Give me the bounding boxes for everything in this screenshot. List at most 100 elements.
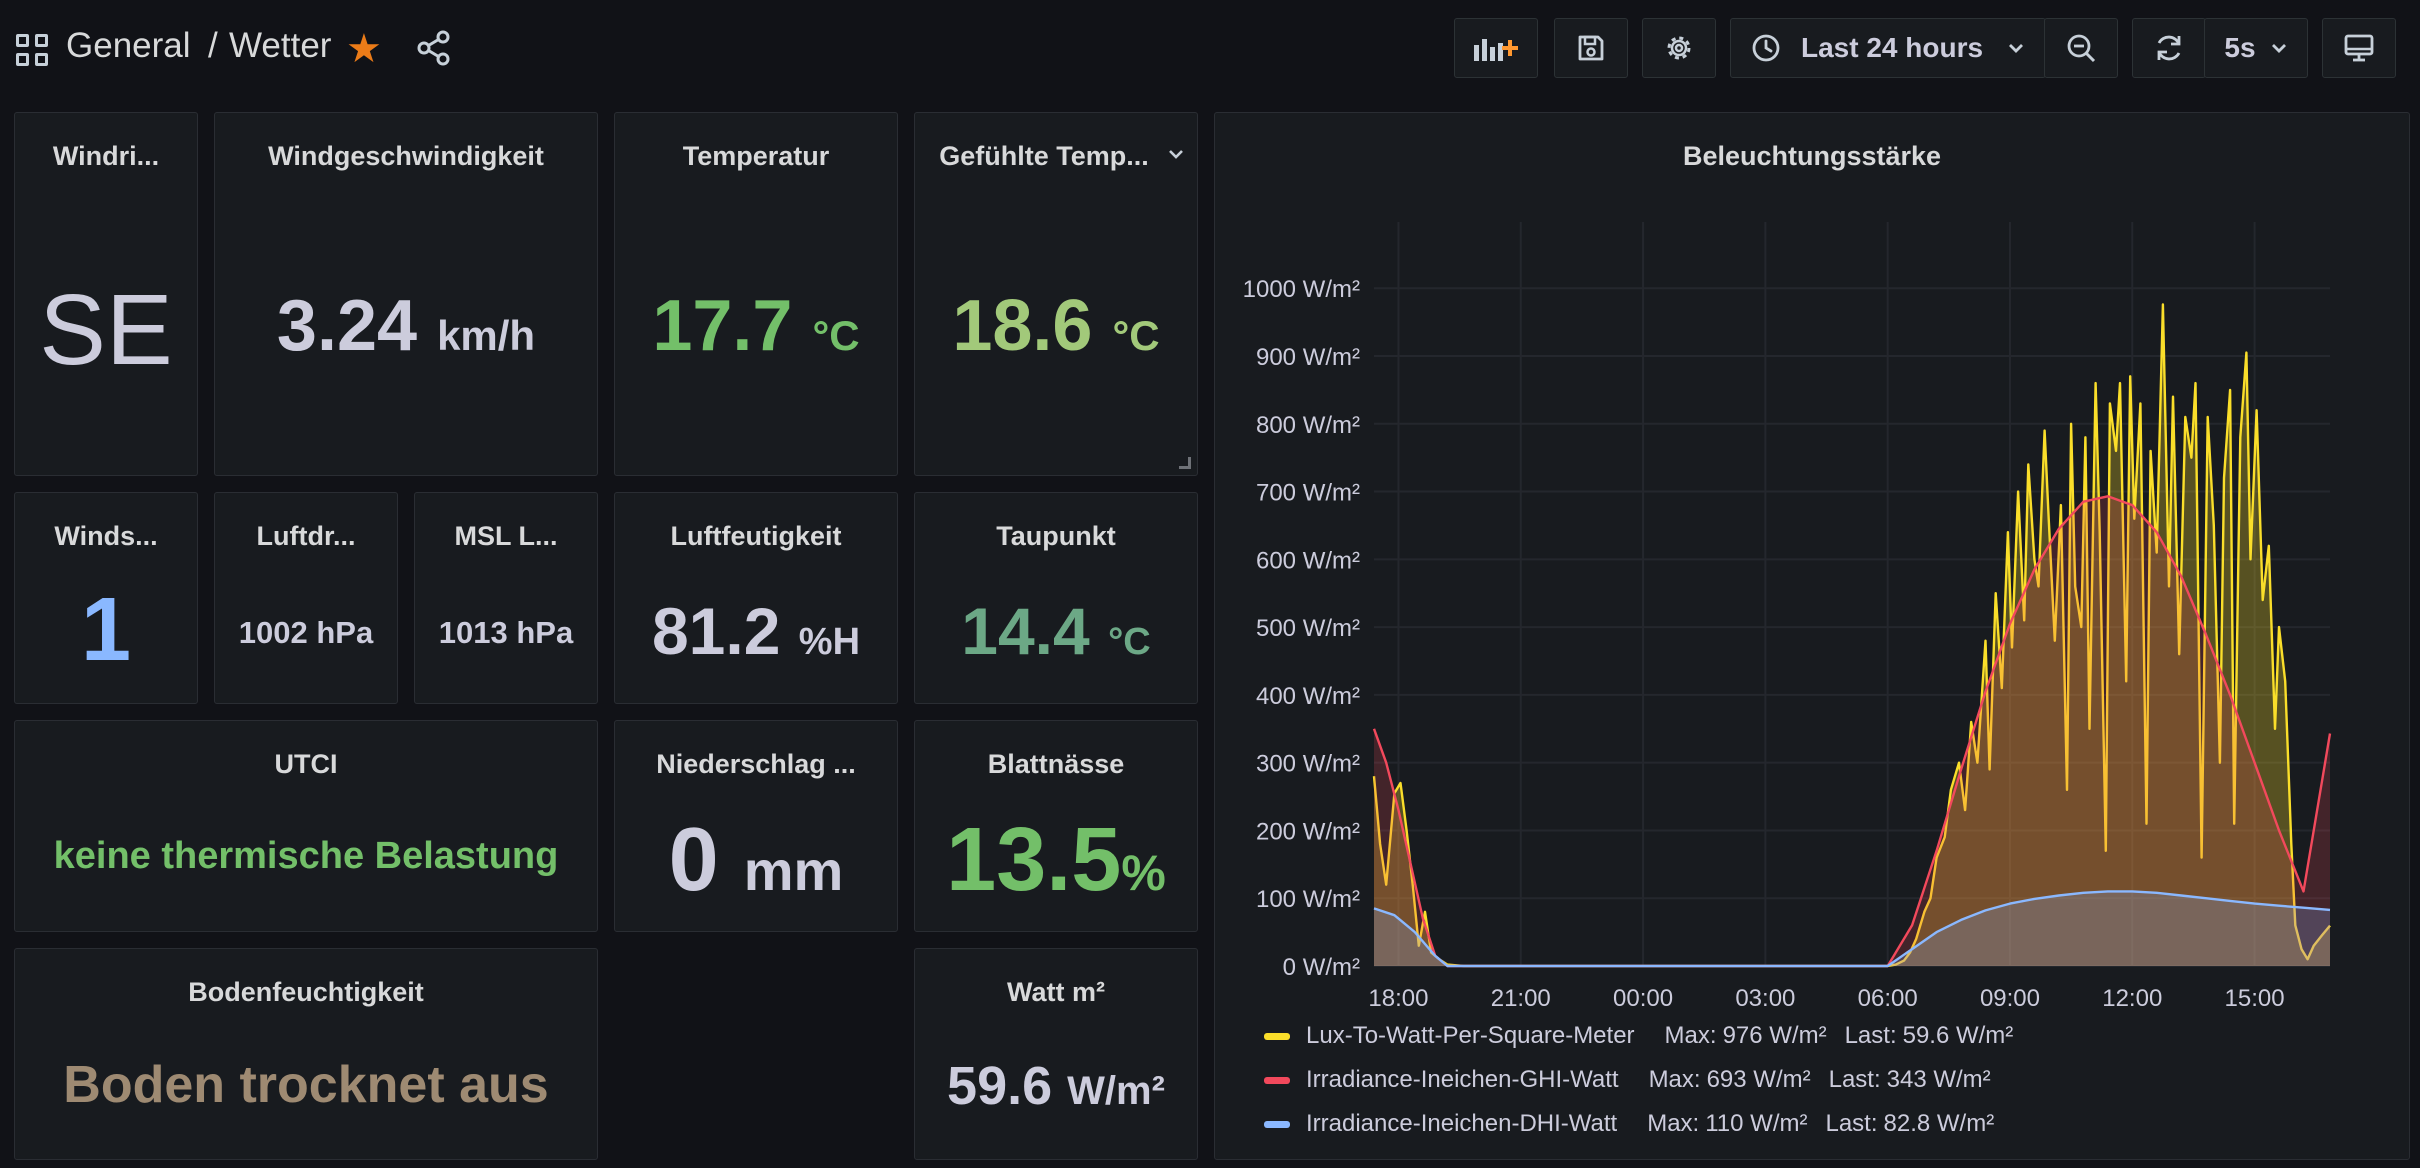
apps-grid-icon[interactable] — [16, 34, 48, 66]
y-tick-label: 500 W/m² — [1256, 615, 1360, 642]
chevron-down-icon — [2271, 44, 2286, 53]
stat-value: 13.5 — [946, 810, 1122, 910]
y-tick-label: 800 W/m² — [1256, 412, 1360, 439]
panel-utci[interactable]: UTCI keine thermische Belastung — [14, 720, 598, 932]
panel-windgeschwindigkeit[interactable]: Windgeschwindigkeit 3.24 km/h — [214, 112, 598, 476]
y-tick-label: 200 W/m² — [1256, 818, 1360, 845]
panel-temperatur[interactable]: Temperatur 17.7 °C — [614, 112, 898, 476]
time-series-chart[interactable]: 0 W/m² 100 W/m² 200 W/m² 300 W/m² 400 W/m² 50… — [1214, 112, 2410, 1160]
legend-last-value: 343 W/m² — [1886, 1066, 1991, 1093]
legend-max-label: Max: — [1647, 1110, 1700, 1137]
panel-luftdruck[interactable]: Luftdr... 1002 hPa — [214, 492, 398, 704]
legend-last-label: Last: — [1825, 1110, 1878, 1137]
legend-swatch — [1264, 1076, 1290, 1084]
legend-item-ghi[interactable]: Irradiance-Ineichen-GHI-Watt Max: 693 W/m… — [1264, 1063, 2009, 1097]
stat-value: Boden trocknet aus — [63, 1056, 549, 1114]
stat-unit: °C — [812, 312, 860, 359]
zoom-out-button[interactable] — [2044, 18, 2118, 78]
add-panel-button[interactable] — [1454, 18, 1538, 78]
share-icon[interactable] — [416, 30, 452, 66]
stat-value: 14.4 — [961, 594, 1090, 668]
stat-value-row: 81.2 %H — [615, 593, 897, 669]
breadcrumb-folder[interactable]: General — [66, 26, 191, 65]
dashboard-settings-button[interactable] — [1642, 18, 1716, 78]
panel-bodenfeuchtigkeit[interactable]: Bodenfeuchtigkeit Boden trocknet aus — [14, 948, 598, 1160]
stat-value-row: 13.5% — [915, 809, 1197, 912]
dashboard-title[interactable]: Wetter — [229, 26, 332, 65]
legend-series-name: Irradiance-Ineichen-GHI-Watt — [1306, 1066, 1619, 1093]
time-range-picker[interactable]: Last 24 hours — [1730, 18, 2046, 78]
panel-gefuehlte-temperatur[interactable]: Gefühlte Temp... 18.6 °C — [914, 112, 1198, 476]
stat-value: 59.6 — [947, 1056, 1053, 1116]
resize-handle[interactable] — [1179, 457, 1191, 469]
y-tick-label: 300 W/m² — [1256, 751, 1360, 778]
panel-title: MSL L... — [454, 521, 558, 551]
refresh-interval-picker[interactable]: 5s — [2204, 18, 2308, 78]
legend-last-value: 82.8 W/m² — [1883, 1110, 1995, 1137]
stat-value: 0 — [668, 810, 719, 910]
series-lux-line — [1372, 303, 2331, 968]
panel-beleuchtungsstaerke[interactable]: Beleuchtungsstärke — [1214, 112, 2410, 1160]
series-lux-area — [1374, 304, 2330, 966]
panel-msl-luftdruck[interactable]: MSL L... 1013 hPa — [414, 492, 598, 704]
stat-value: keine thermische Belastung — [53, 835, 559, 877]
stat-value-row: 0 mm — [615, 809, 897, 912]
legend-max-label: Max: — [1648, 1066, 1701, 1093]
legend-swatch — [1264, 1120, 1290, 1128]
stat-unit: % — [1121, 845, 1166, 901]
series-dhi-line — [1373, 890, 2331, 968]
y-tick-label: 100 W/m² — [1256, 886, 1360, 913]
x-tick-label: 06:00 — [1858, 985, 1918, 1012]
panel-title: Bodenfeuchtigkeit — [188, 977, 424, 1007]
clock-icon — [1752, 34, 1780, 62]
x-tick-label: 03:00 — [1735, 985, 1795, 1012]
stat-value: 17.7 — [652, 286, 793, 366]
legend-max-value: 110 W/m² — [1705, 1110, 1808, 1137]
legend-item-lux[interactable]: Lux-To-Watt-Per-Square-Meter Max: 976 W/m… — [1264, 1019, 2031, 1053]
panel-title: Niederschlag ... — [656, 749, 856, 779]
stat-value-row: 59.6 W/m² — [915, 1055, 1197, 1117]
panel-windstaerke[interactable]: Winds... 1 — [14, 492, 198, 704]
star-icon[interactable]: ★ — [346, 27, 382, 71]
panel-luftfeuchtigkeit[interactable]: Luftfeutigkeit 81.2 %H — [614, 492, 898, 704]
tv-mode-button[interactable] — [2322, 18, 2396, 78]
legend-item-dhi[interactable]: Irradiance-Ineichen-DHI-Watt Max: 110 W/m… — [1264, 1107, 2012, 1141]
legend-series-name: Lux-To-Watt-Per-Square-Meter — [1306, 1022, 1635, 1049]
time-range-label: Last 24 hours — [1801, 32, 1984, 63]
series-ghi-line — [1372, 495, 2332, 968]
stat-unit: °C — [1112, 312, 1160, 359]
stat-value: 1 — [80, 580, 132, 680]
panel-title: Winds... — [54, 521, 158, 551]
legend-series-name: Irradiance-Ineichen-DHI-Watt — [1306, 1110, 1618, 1137]
refresh-button[interactable] — [2132, 18, 2206, 78]
chevron-down-icon[interactable] — [1167, 145, 1185, 163]
series-ghi-area — [1374, 496, 2330, 966]
legend-swatch — [1264, 1032, 1290, 1040]
y-tick-label: 400 W/m² — [1256, 683, 1360, 710]
panel-niederschlag[interactable]: Niederschlag ... 0 mm — [614, 720, 898, 932]
panel-title: Watt m² — [1007, 977, 1105, 1007]
stat-unit: %H — [798, 621, 861, 663]
x-tick-label: 12:00 — [2102, 985, 2162, 1012]
stat-value: SE — [39, 274, 173, 386]
stat-value: 1013 hPa — [438, 615, 574, 650]
stat-value-row: 3.24 km/h — [215, 285, 597, 367]
panel-title: Luftdr... — [256, 521, 356, 551]
panel-windrichtung[interactable]: Windri... SE — [14, 112, 198, 476]
gear-icon — [1667, 36, 1691, 60]
stat-unit: °C — [1108, 621, 1151, 663]
panel-title: Windgeschwindigkeit — [268, 141, 544, 171]
y-tick-label: 900 W/m² — [1256, 344, 1360, 371]
panel-watt[interactable]: Watt m² 59.6 W/m² — [914, 948, 1198, 1160]
x-tick-label: 18:00 — [1368, 985, 1428, 1012]
stat-value-row: 14.4 °C — [915, 593, 1197, 669]
monitor-icon — [2344, 34, 2374, 62]
save-dashboard-button[interactable] — [1554, 18, 1628, 78]
chevron-down-icon — [2009, 44, 2024, 53]
panel-title: Temperatur — [682, 141, 830, 171]
y-tick-label: 700 W/m² — [1256, 480, 1360, 507]
panel-taupunkt[interactable]: Taupunkt 14.4 °C — [914, 492, 1198, 704]
x-tick-label: 09:00 — [1980, 985, 2040, 1012]
panel-blattnaesse[interactable]: Blattnässe 13.5% — [914, 720, 1198, 932]
y-tick-label: 1000 W/m² — [1243, 276, 1360, 303]
